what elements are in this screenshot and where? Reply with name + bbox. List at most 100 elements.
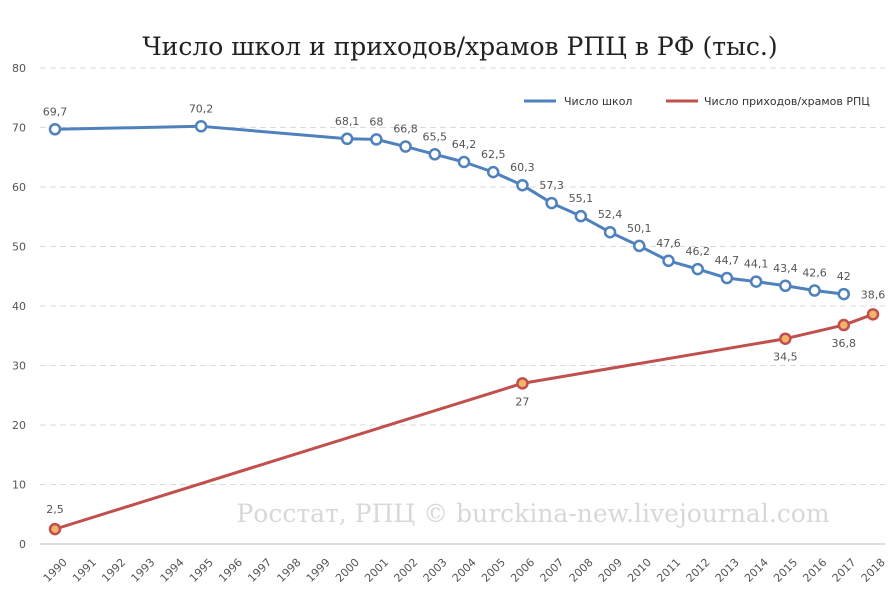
x-tick-label: 1991 <box>70 556 99 585</box>
x-tick-label: 2001 <box>362 556 391 585</box>
data-point <box>486 165 500 179</box>
data-point <box>691 262 704 276</box>
data-point <box>516 178 529 192</box>
data-point <box>808 284 821 297</box>
x-tick-label: 2005 <box>479 556 508 585</box>
y-tick-label: 80 <box>12 62 26 75</box>
data-label: 44,7 <box>715 254 740 267</box>
x-tick-label: 2003 <box>421 556 450 585</box>
data-point <box>837 287 851 301</box>
data-label: 34,5 <box>773 351 798 364</box>
x-axis-ticks: 1990 1991 1992 1993 1994 1995 1996 1997 1998 1999… <box>41 556 888 585</box>
data-label: 70,2 <box>189 102 214 115</box>
data-point <box>574 209 588 223</box>
data-label: 55,1 <box>569 192 594 205</box>
data-point <box>749 275 763 288</box>
data-label: 64,2 <box>452 138 477 151</box>
y-tick-label: 70 <box>12 122 26 135</box>
data-point <box>399 140 412 153</box>
legend-label-parishes: Число приходов/храмов РПЦ <box>704 95 870 108</box>
series-1: 2,5 27 34,5 36,8 38,6 <box>46 288 886 536</box>
data-point <box>48 522 62 536</box>
data-label: 27 <box>515 395 529 408</box>
data-label: 42 <box>837 270 851 283</box>
data-point <box>370 133 383 146</box>
x-tick-label: 1990 <box>41 556 70 585</box>
data-label: 2,5 <box>46 503 64 516</box>
x-tick-label: 1992 <box>99 556 128 585</box>
x-tick-label: 2007 <box>538 556 567 585</box>
data-point <box>340 132 354 146</box>
data-label: 43,4 <box>773 262 798 275</box>
y-tick-label: 30 <box>12 360 26 373</box>
data-point <box>779 332 792 345</box>
y-axis-ticks: 0 10 20 30 40 50 60 70 80 <box>12 62 26 551</box>
data-label: 69,7 <box>43 105 68 118</box>
data-label: 42,6 <box>802 267 827 280</box>
x-tick-label: 2012 <box>684 556 713 585</box>
y-tick-label: 50 <box>12 241 26 254</box>
y-tick-label: 20 <box>12 419 26 432</box>
series-line <box>54 124 844 296</box>
data-label: 52,4 <box>598 208 623 221</box>
grid-lines <box>40 67 885 545</box>
x-tick-label: 2000 <box>333 556 362 585</box>
data-point <box>603 225 617 239</box>
data-point <box>516 377 529 390</box>
legend: Число школ Число приходов/храмов РПЦ <box>524 95 870 108</box>
data-point <box>866 308 880 321</box>
data-label: 60,3 <box>510 161 535 174</box>
x-tick-label: 2008 <box>567 556 596 585</box>
x-tick-label: 1998 <box>275 556 304 585</box>
data-point <box>662 254 675 268</box>
data-point <box>837 318 851 332</box>
data-label: 38,6 <box>861 288 886 301</box>
data-label: 50,1 <box>627 222 652 235</box>
data-label: 46,2 <box>685 245 710 258</box>
data-label: 36,8 <box>832 337 857 350</box>
y-tick-label: 0 <box>19 538 26 551</box>
x-tick-label: 1997 <box>245 556 274 585</box>
x-tick-label: 2009 <box>596 556 625 585</box>
legend-label-schools: Число школ <box>564 95 632 108</box>
x-tick-label: 2002 <box>391 556 420 585</box>
x-tick-label: 2011 <box>654 556 683 585</box>
y-tick-label: 60 <box>12 181 26 194</box>
y-tick-label: 10 <box>12 479 26 492</box>
data-point <box>48 123 62 136</box>
data-label: 65,5 <box>423 130 448 143</box>
x-tick-label: 2014 <box>742 556 771 585</box>
x-tick-label: 2006 <box>508 556 537 585</box>
data-point <box>428 148 442 161</box>
x-tick-label: 2018 <box>859 556 888 585</box>
data-label: 68,1 <box>335 115 360 128</box>
x-tick-label: 2017 <box>830 556 859 585</box>
data-point <box>194 120 208 133</box>
x-tick-label: 1993 <box>129 556 158 585</box>
x-tick-label: 1995 <box>187 556 216 585</box>
x-tick-label: 2016 <box>800 556 829 585</box>
x-tick-label: 1999 <box>304 556 333 585</box>
data-label: 57,3 <box>539 179 564 192</box>
data-label: 47,6 <box>656 237 681 250</box>
y-tick-label: 40 <box>12 300 26 313</box>
x-tick-label: 2004 <box>450 556 479 585</box>
data-label: 68 <box>369 115 383 128</box>
data-point <box>779 279 792 293</box>
series-0: 69,7 70,2 68,1 68 66,8 65,5 64,2 62,5 60,3 57,3 55… <box>43 102 851 301</box>
series-line <box>54 312 874 531</box>
data-label: 66,8 <box>393 123 418 136</box>
series-layer: 69,7 70,2 68,1 68 66,8 65,5 64,2 62,5 60,3 57,3 55… <box>43 102 886 536</box>
data-point <box>545 196 558 210</box>
data-point <box>633 239 646 253</box>
watermark: Росстат, РПЦ © burckina-new.livejournal.… <box>236 499 829 528</box>
data-label: 44,1 <box>744 258 769 271</box>
x-tick-label: 2013 <box>713 556 742 585</box>
x-tick-label: 1994 <box>158 556 187 585</box>
data-point <box>457 155 471 169</box>
data-point <box>720 271 734 285</box>
x-tick-label: 2015 <box>771 556 800 585</box>
x-tick-label: 1996 <box>216 556 245 585</box>
data-label: 62,5 <box>481 148 506 161</box>
